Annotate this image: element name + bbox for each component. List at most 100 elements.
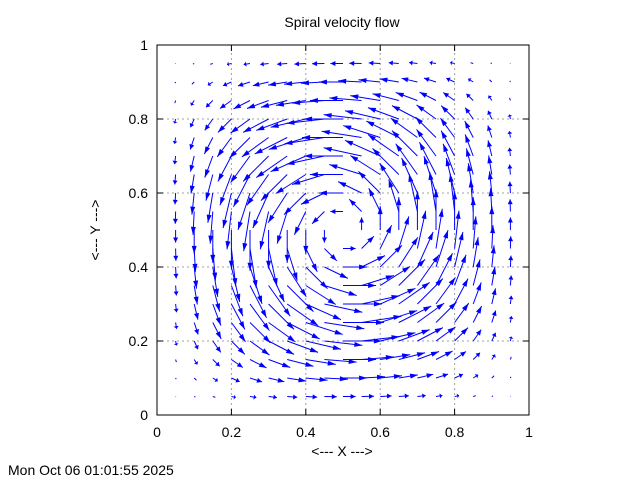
vector-head [193,280,199,289]
vector-head [193,361,199,365]
vector-arrow [367,107,399,120]
vector-head [268,214,275,223]
vector-head [449,302,457,310]
vector-head [312,217,319,224]
vector-head [475,329,482,336]
vector-head [386,393,392,399]
vector-arrow [172,155,178,165]
vector-arrow [487,125,493,138]
vector-shaft [489,79,493,83]
vector-head [320,281,328,289]
vector-head [206,214,212,223]
x-tick-label: 0 [153,424,161,440]
vector-head [304,153,313,159]
vector-arrow [324,285,357,296]
vector-arrow [324,394,337,400]
vector-head [376,374,386,380]
vector-arrow [304,153,343,159]
vector-head [304,116,313,122]
vector-arrow [256,155,288,178]
vector-arrow [470,197,476,230]
vector-arrow [212,396,216,398]
vector-arrow [419,141,437,175]
vector-head [306,304,314,312]
vector-head [256,377,263,383]
vector-shaft [175,377,177,380]
vector-arrow [330,209,343,214]
vector-arrow [286,248,298,281]
vector-head [359,264,368,270]
vector-arrow [343,246,356,251]
y-tick-label: 0.2 [129,333,149,349]
vector-arrow [210,230,216,263]
vector-arrow [401,77,418,83]
vector-head [423,77,430,83]
vector-arrow [490,245,496,268]
vector-arrow [193,359,199,365]
vector-arrow [302,135,343,140]
vector-head [260,102,270,108]
vector-head [293,394,298,400]
vector-head [414,191,420,200]
vector-head [401,157,408,167]
vector-arrow [305,285,337,305]
vector-head [344,140,354,146]
vector-arrow [329,164,362,175]
vector-arrow [284,137,325,146]
vector-arrow [174,81,177,84]
vector-head [423,156,429,165]
vector-head [441,105,449,113]
vector-arrow [300,192,325,205]
vector-arrow [343,357,377,362]
vector-arrow [275,100,306,107]
vector-head [310,318,319,326]
vector-arrow [361,275,395,286]
vector-arrow [246,174,270,206]
y-tick-label: 0.8 [129,111,149,127]
vector-arrow [193,396,196,398]
vector-arrow [429,60,437,66]
vector-head [507,181,513,187]
vector-head [217,148,225,157]
vector-arrow [508,295,514,305]
timestamp: Mon Oct 06 01:01:55 2025 [8,462,174,478]
vector-head [487,171,493,180]
vector-arrow [454,302,470,323]
vector-head [408,310,418,316]
vector-arrow [507,147,513,157]
vector-arrow [379,245,403,268]
vector-arrow [193,266,199,289]
vector-arrow [249,248,258,289]
vector-head [372,148,380,156]
vector-arrow [252,81,269,87]
vector-arrow [398,216,410,249]
vector-arrow [287,340,319,353]
vector-head [508,236,514,242]
vector-head [243,61,247,67]
vector-arrow [305,376,328,382]
vector-head [193,296,199,305]
vector-head [229,150,237,158]
vector-head [429,60,433,66]
vector-head [303,245,309,254]
vector-arrow [303,230,309,254]
vector-arrow [268,285,291,317]
vector-head [388,60,393,66]
vector-arrow [508,236,514,249]
vector-arrow [226,61,232,67]
vector-arrow [172,137,178,144]
vector-shaft [509,80,511,83]
vector-head [487,110,492,116]
vector-arrow [472,216,478,249]
vector-arrow [256,118,288,131]
vector-head [194,328,199,335]
vector-head [427,231,434,241]
vector-arrow [359,217,365,230]
vector-head [277,61,282,67]
vector-arrow [417,278,444,305]
vector-head [332,314,342,320]
vector-arrow [337,181,362,194]
vector-arrow [204,155,214,178]
vector-head [327,360,336,366]
vector-arrow [212,322,222,340]
